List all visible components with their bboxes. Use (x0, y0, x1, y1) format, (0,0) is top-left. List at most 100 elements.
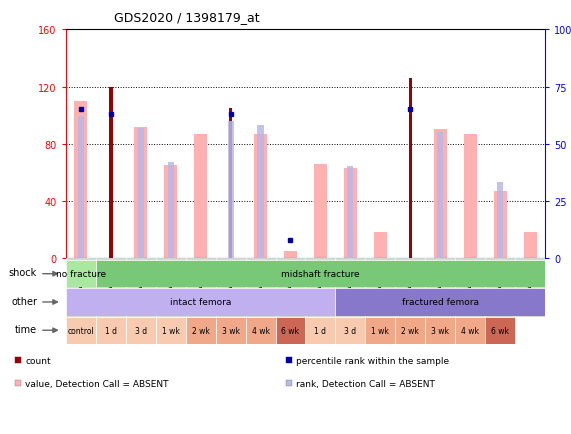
Bar (344, 168, 357, 258)
FancyBboxPatch shape (335, 317, 365, 344)
FancyBboxPatch shape (66, 258, 96, 317)
Text: GSM74225: GSM74225 (286, 266, 295, 309)
Bar (138, 128, 144, 258)
Bar (497, 183, 504, 258)
Text: GSM74215: GSM74215 (136, 266, 145, 309)
FancyBboxPatch shape (246, 317, 275, 344)
FancyBboxPatch shape (305, 317, 335, 344)
FancyBboxPatch shape (425, 258, 455, 317)
Bar (78, 117, 84, 258)
FancyBboxPatch shape (66, 260, 96, 288)
FancyBboxPatch shape (515, 258, 545, 317)
Bar (373, 233, 387, 258)
FancyBboxPatch shape (96, 260, 545, 288)
FancyBboxPatch shape (96, 317, 126, 344)
Bar (194, 135, 207, 258)
Text: GSM74216: GSM74216 (346, 266, 355, 309)
FancyBboxPatch shape (215, 258, 246, 317)
Text: 2 wk: 2 wk (401, 326, 419, 335)
FancyBboxPatch shape (275, 317, 305, 344)
Bar (464, 135, 477, 258)
FancyBboxPatch shape (335, 289, 545, 316)
Text: 3 d: 3 d (344, 326, 356, 335)
FancyBboxPatch shape (425, 317, 455, 344)
Text: GSM74214: GSM74214 (106, 266, 115, 309)
Text: 1 wk: 1 wk (162, 326, 179, 335)
Text: GSM74224: GSM74224 (466, 266, 475, 309)
FancyBboxPatch shape (96, 258, 126, 317)
Bar (227, 122, 234, 258)
Text: GSM74223: GSM74223 (256, 266, 265, 309)
Text: GSM74218: GSM74218 (376, 266, 385, 309)
Bar (74, 102, 87, 258)
FancyBboxPatch shape (155, 258, 186, 317)
Text: GSM74220: GSM74220 (406, 266, 415, 309)
FancyBboxPatch shape (365, 317, 395, 344)
Text: count: count (25, 356, 51, 365)
Text: 3 wk: 3 wk (222, 326, 240, 335)
FancyBboxPatch shape (155, 317, 186, 344)
Bar (134, 127, 147, 258)
Text: 3 d: 3 d (135, 326, 147, 335)
Bar (313, 164, 327, 258)
FancyBboxPatch shape (485, 258, 515, 317)
Bar (254, 135, 267, 258)
FancyBboxPatch shape (455, 317, 485, 344)
Text: GSM74222: GSM74222 (436, 266, 445, 309)
Bar (167, 162, 174, 258)
Text: 6 wk: 6 wk (491, 326, 509, 335)
Bar (108, 87, 112, 258)
Bar (164, 166, 178, 258)
Text: GSM74221: GSM74221 (226, 266, 235, 309)
Text: 1 d: 1 d (104, 326, 116, 335)
FancyBboxPatch shape (66, 317, 96, 344)
Text: GSM74213: GSM74213 (76, 266, 85, 309)
Text: value, Detection Call = ABSENT: value, Detection Call = ABSENT (25, 379, 168, 388)
Text: other: other (11, 296, 37, 306)
FancyBboxPatch shape (455, 258, 485, 317)
Bar (437, 133, 444, 258)
Bar (228, 108, 232, 258)
Text: GDS2020 / 1398179_at: GDS2020 / 1398179_at (114, 11, 260, 24)
Text: GSM74217: GSM74217 (166, 266, 175, 309)
FancyBboxPatch shape (216, 317, 246, 344)
FancyBboxPatch shape (126, 317, 155, 344)
FancyBboxPatch shape (365, 258, 395, 317)
Text: GSM74228: GSM74228 (526, 266, 535, 309)
FancyBboxPatch shape (395, 258, 425, 317)
FancyBboxPatch shape (335, 258, 365, 317)
FancyBboxPatch shape (186, 258, 215, 317)
Text: rank, Detection Call = ABSENT: rank, Detection Call = ABSENT (296, 379, 435, 388)
FancyBboxPatch shape (246, 258, 275, 317)
Text: 1 d: 1 d (315, 326, 327, 335)
Text: GSM74226: GSM74226 (496, 266, 505, 309)
Bar (347, 167, 353, 258)
Text: intact femora: intact femora (170, 298, 231, 307)
Text: 3 wk: 3 wk (431, 326, 449, 335)
Text: shock: shock (9, 268, 37, 278)
Text: 4 wk: 4 wk (251, 326, 270, 335)
FancyBboxPatch shape (395, 317, 425, 344)
Text: 6 wk: 6 wk (282, 326, 300, 335)
FancyBboxPatch shape (485, 317, 515, 344)
Text: GSM74219: GSM74219 (196, 266, 205, 309)
Text: no fracture: no fracture (55, 270, 106, 279)
Bar (408, 79, 412, 258)
Text: 2 wk: 2 wk (192, 326, 210, 335)
FancyBboxPatch shape (186, 317, 216, 344)
Bar (284, 251, 297, 258)
Bar (258, 126, 264, 258)
Text: fractured femora: fractured femora (402, 298, 479, 307)
Text: time: time (15, 324, 37, 334)
FancyBboxPatch shape (275, 258, 305, 317)
FancyBboxPatch shape (66, 289, 335, 316)
Bar (524, 233, 537, 258)
Text: control: control (67, 326, 94, 335)
Text: percentile rank within the sample: percentile rank within the sample (296, 356, 449, 365)
Text: 1 wk: 1 wk (372, 326, 389, 335)
Text: 4 wk: 4 wk (461, 326, 480, 335)
FancyBboxPatch shape (126, 258, 155, 317)
Bar (433, 130, 447, 258)
FancyBboxPatch shape (305, 258, 335, 317)
Bar (493, 191, 507, 258)
